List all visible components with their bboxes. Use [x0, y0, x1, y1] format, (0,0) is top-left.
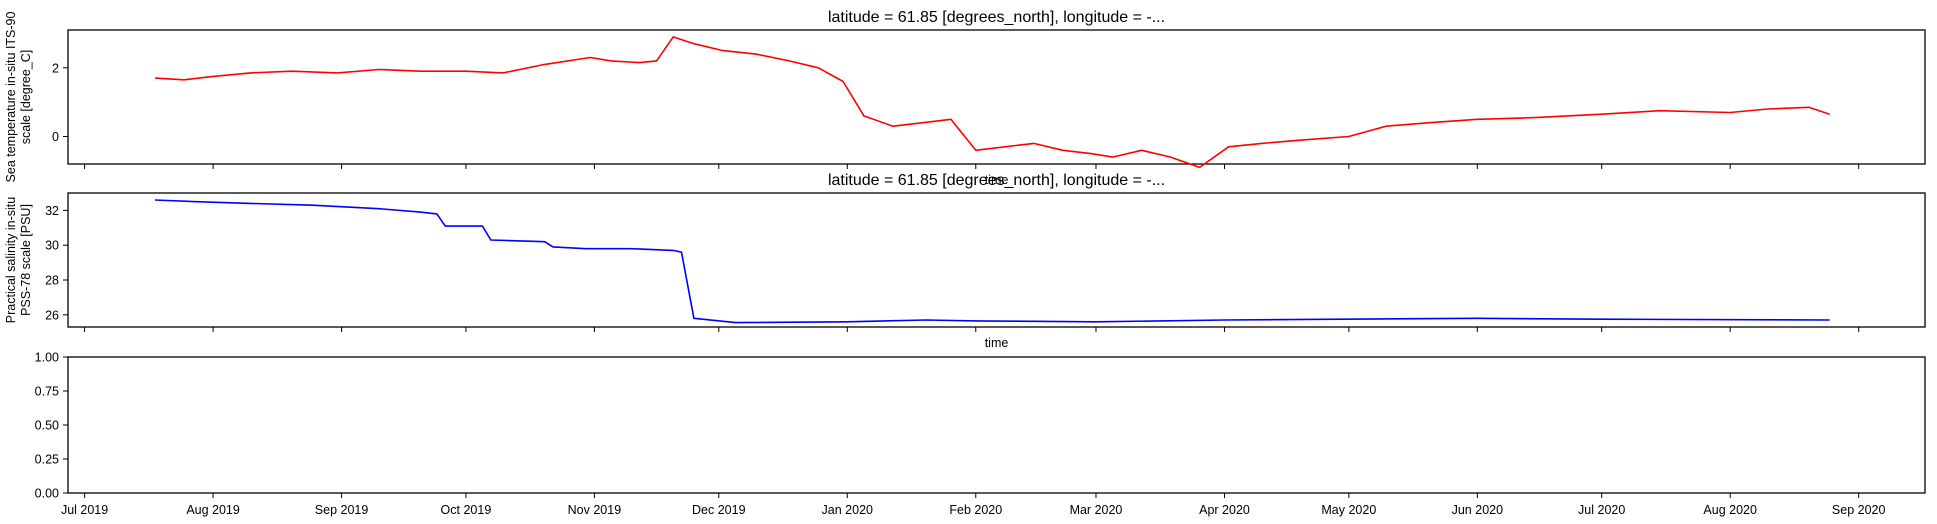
- y-axis-label: PSS-78 scale [PSU]: [19, 204, 33, 316]
- y-axis-label: Sea temperature in-situ ITS-90: [4, 12, 18, 183]
- y-tick-label: 0.00: [35, 487, 59, 501]
- x-tick-label: Sep 2020: [1832, 503, 1886, 517]
- y-tick-label: 2: [52, 61, 59, 75]
- x-tick-label: Oct 2019: [441, 503, 492, 517]
- x-tick-label: Aug 2019: [186, 503, 240, 517]
- y-tick-label: 0: [52, 130, 59, 144]
- x-tick-label: Apr 2020: [1199, 503, 1250, 517]
- x-axis-label: time: [985, 336, 1009, 350]
- y-axis-label: scale [degree_C]: [19, 50, 33, 145]
- axes-frame-2: [67, 192, 1926, 328]
- axes-frame-1: [67, 29, 1926, 165]
- series-line-1: [154, 36, 1830, 169]
- x-tick-label: Feb 2020: [949, 503, 1002, 517]
- x-tick-label: Jul 2019: [61, 503, 108, 517]
- x-tick-label: Aug 2020: [1703, 503, 1757, 517]
- x-tick-label: Jun 2020: [1452, 503, 1503, 517]
- y-tick-label: 26: [45, 308, 59, 322]
- chart-title: latitude = 61.85 [degrees_north], longit…: [828, 172, 1165, 189]
- axes-frame-3: [67, 356, 1926, 494]
- y-tick-label: 1.00: [35, 351, 59, 365]
- y-axis-label: Practical salinity in-situ: [4, 197, 18, 323]
- series-line-2: [154, 199, 1830, 324]
- chart-title: latitude = 61.85 [degrees_north], longit…: [828, 9, 1165, 26]
- x-tick-label: Dec 2019: [692, 503, 746, 517]
- x-tick-label: Mar 2020: [1070, 503, 1123, 517]
- x-tick-label: Jul 2020: [1578, 503, 1625, 517]
- y-tick-label: 0.75: [35, 385, 59, 399]
- x-tick-label: Jan 2020: [822, 503, 873, 517]
- x-tick-label: Sep 2019: [315, 503, 369, 517]
- y-tick-label: 32: [45, 204, 59, 218]
- x-tick-label: Nov 2019: [568, 503, 622, 517]
- y-tick-label: 0.25: [35, 453, 59, 467]
- y-tick-label: 0.50: [35, 419, 59, 433]
- y-tick-label: 30: [45, 239, 59, 253]
- x-axis-label: time: [985, 173, 1009, 187]
- x-tick-label: May 2020: [1321, 503, 1376, 517]
- y-tick-label: 28: [45, 274, 59, 288]
